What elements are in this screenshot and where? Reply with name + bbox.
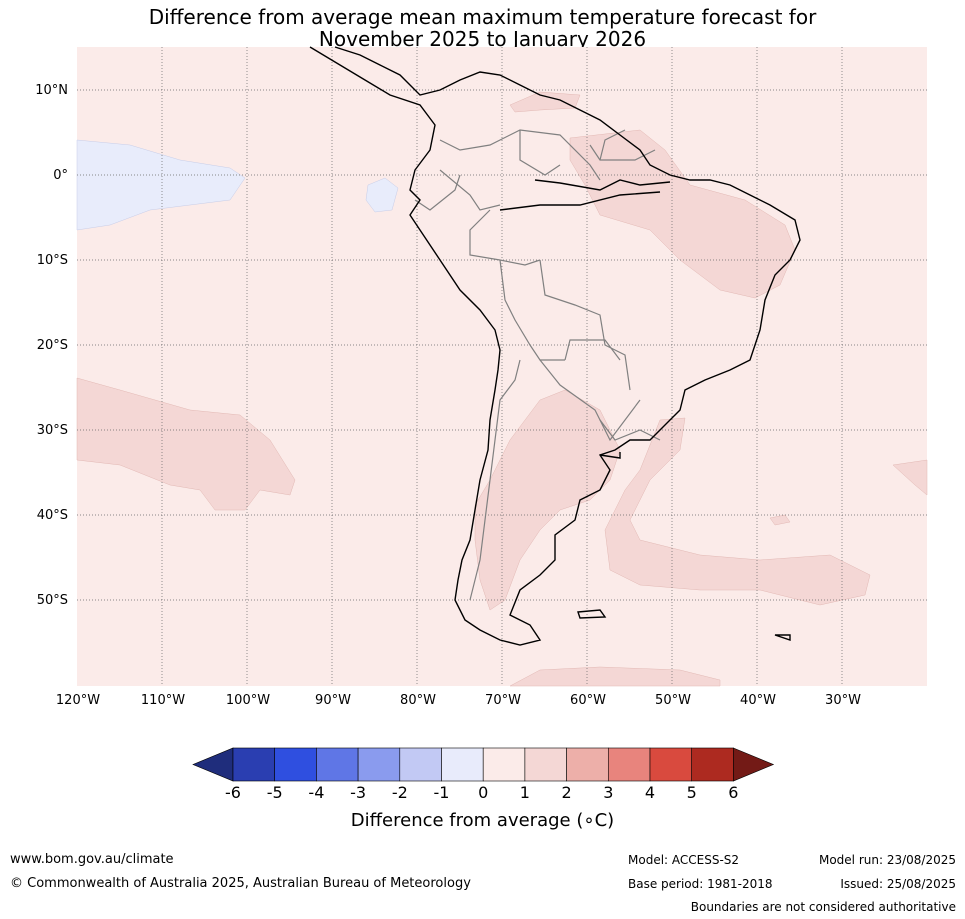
colorbar-tick-label: 5 [686, 783, 697, 802]
lat-label-30s: 30°S [36, 423, 68, 438]
lat-label-20s: 20°S [36, 338, 68, 353]
colorbar-tick-label: -1 [433, 783, 450, 802]
lat-label-10n: 10°N [35, 83, 68, 98]
colorbar-tick-label: -3 [350, 783, 367, 802]
colorbar-bin [357, 747, 401, 782]
colorbar-tick-label: 6 [728, 783, 739, 802]
colorbar-bin [274, 747, 317, 782]
colorbar [192, 747, 775, 782]
colorbar-extend-high [733, 747, 775, 782]
colorbar-tick-label: 1 [519, 783, 530, 802]
gridlines [77, 47, 927, 686]
lat-label-40s: 40°S [36, 508, 68, 523]
website-link[interactable]: www.bom.gov.au/climate [10, 852, 174, 867]
colorbar-tick-label: 0 [478, 783, 489, 802]
region-south-pacific [76, 377, 296, 511]
anomaly-shading-m1-0 [76, 139, 399, 231]
colorbar-bin [524, 747, 567, 782]
colorbar-tick-label: 3 [603, 783, 614, 802]
colorbar-bin [441, 747, 484, 782]
region-north-brazil [569, 129, 796, 299]
colorbar-tick-label: -6 [225, 783, 241, 802]
lon-label-60w: 60°W [570, 693, 606, 708]
colorbar-tick-label: -4 [308, 783, 325, 802]
colorbar-bin [232, 747, 276, 782]
model-run-text: Model run: 23/08/2025 [818, 853, 956, 867]
region-equatorial-pacific [76, 139, 246, 231]
colorbar-bin [649, 747, 693, 782]
region-south-bottom [509, 666, 721, 687]
lon-label-90w: 90°W [315, 693, 351, 708]
colorbar-label: Difference from average (∘C) [350, 810, 615, 831]
colorbar-tick-label: 4 [644, 783, 656, 802]
country-borders [414, 129, 661, 601]
colorbar-bin [316, 747, 359, 782]
region-argentina [474, 389, 621, 611]
region-east-atlantic [892, 459, 928, 496]
anomaly-shading-1-2 [76, 91, 928, 687]
lat-label-10s: 10°S [36, 253, 68, 268]
lon-label-30w: 30°W [825, 693, 861, 708]
colorbar-bin [566, 747, 609, 782]
lon-label-110w: 110°W [140, 693, 186, 708]
lon-label-80w: 80°W [400, 693, 436, 708]
region-galapagos [365, 177, 399, 213]
lat-label-50s: 50°S [36, 593, 68, 608]
map-title-line1: Difference from average mean maximum tem… [148, 5, 817, 29]
region-small-atlantic [769, 514, 791, 526]
colorbar-bin [482, 747, 526, 782]
lon-label-70w: 70°W [485, 693, 521, 708]
colorbar-bin [607, 747, 651, 782]
copyright-text: © Commonwealth of Australia 2025, Austra… [10, 876, 471, 891]
lon-label-50w: 50°W [655, 693, 691, 708]
disclaimer-text: Boundaries are not considered authoritat… [690, 900, 956, 914]
lon-label-120w: 120°W [55, 693, 101, 708]
region-south-atlantic [604, 417, 871, 606]
colorbar-tick-label: -2 [391, 783, 408, 802]
colorbar-tick-label: 2 [561, 783, 572, 802]
coastline [309, 46, 801, 646]
colorbar-bin [399, 747, 442, 782]
model-text: Model: ACCESS-S2 [628, 853, 740, 867]
base-period-text: Base period: 1981-2018 [628, 877, 773, 891]
colorbar-extend-low [192, 747, 234, 782]
colorbar-bin [691, 747, 734, 782]
colorbar-tick-label: -5 [266, 783, 283, 802]
lat-label-0: 0° [53, 168, 68, 183]
lon-label-100w: 100°W [225, 693, 271, 708]
lon-label-40w: 40°W [740, 693, 776, 708]
issued-text: Issued: 25/08/2025 [840, 877, 956, 891]
